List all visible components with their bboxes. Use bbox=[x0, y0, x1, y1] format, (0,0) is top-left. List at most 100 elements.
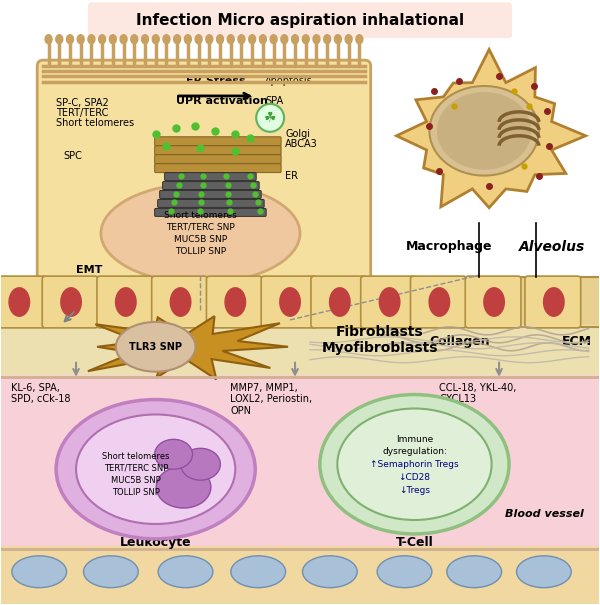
Text: Leukocyte: Leukocyte bbox=[120, 536, 191, 549]
Text: ER: ER bbox=[285, 171, 298, 180]
Text: Fibroblasts
Myofibroblasts: Fibroblasts Myofibroblasts bbox=[322, 325, 438, 355]
Ellipse shape bbox=[259, 34, 266, 44]
Ellipse shape bbox=[270, 34, 277, 44]
Text: TOLLIP SNP: TOLLIP SNP bbox=[112, 488, 160, 497]
Ellipse shape bbox=[173, 34, 181, 44]
Ellipse shape bbox=[302, 34, 309, 44]
FancyBboxPatch shape bbox=[37, 60, 371, 316]
Ellipse shape bbox=[56, 399, 255, 539]
FancyBboxPatch shape bbox=[97, 276, 152, 328]
Ellipse shape bbox=[313, 34, 320, 44]
Text: SPC: SPC bbox=[63, 151, 82, 161]
FancyBboxPatch shape bbox=[155, 163, 281, 172]
Ellipse shape bbox=[45, 34, 52, 44]
Ellipse shape bbox=[256, 104, 284, 132]
Ellipse shape bbox=[543, 287, 565, 317]
Text: MUC5B SNP: MUC5B SNP bbox=[174, 235, 227, 244]
Ellipse shape bbox=[320, 394, 509, 534]
Text: UPR activation: UPR activation bbox=[176, 96, 268, 106]
Text: ↓Tregs: ↓Tregs bbox=[399, 486, 430, 495]
Ellipse shape bbox=[329, 287, 351, 317]
Text: TOLLIP SNP: TOLLIP SNP bbox=[175, 247, 226, 256]
Ellipse shape bbox=[279, 287, 301, 317]
Ellipse shape bbox=[356, 34, 363, 44]
Ellipse shape bbox=[227, 34, 234, 44]
FancyBboxPatch shape bbox=[155, 137, 281, 146]
Ellipse shape bbox=[116, 322, 196, 371]
Text: dysregulation:: dysregulation: bbox=[382, 447, 447, 456]
Ellipse shape bbox=[142, 34, 148, 44]
Text: Blood vessel: Blood vessel bbox=[505, 509, 584, 519]
Ellipse shape bbox=[158, 556, 213, 587]
FancyBboxPatch shape bbox=[163, 182, 259, 189]
Ellipse shape bbox=[377, 556, 432, 587]
Text: CCL-18, YKL-40,
CXCL13: CCL-18, YKL-40, CXCL13 bbox=[439, 382, 517, 404]
Ellipse shape bbox=[302, 556, 357, 587]
Ellipse shape bbox=[131, 34, 138, 44]
Ellipse shape bbox=[83, 556, 138, 587]
Text: SP-C, SPA2: SP-C, SPA2 bbox=[56, 98, 109, 108]
Ellipse shape bbox=[379, 287, 401, 317]
Ellipse shape bbox=[337, 408, 491, 520]
Ellipse shape bbox=[345, 34, 352, 44]
FancyBboxPatch shape bbox=[525, 276, 581, 328]
Ellipse shape bbox=[101, 183, 300, 283]
Ellipse shape bbox=[428, 287, 451, 317]
Text: TERT/TERC SNP: TERT/TERC SNP bbox=[104, 463, 168, 473]
Ellipse shape bbox=[324, 34, 331, 44]
FancyBboxPatch shape bbox=[1, 546, 599, 604]
FancyBboxPatch shape bbox=[155, 209, 266, 217]
FancyBboxPatch shape bbox=[1, 325, 599, 377]
Text: SPA: SPA bbox=[265, 96, 283, 106]
Ellipse shape bbox=[88, 34, 95, 44]
FancyBboxPatch shape bbox=[1, 277, 599, 327]
Ellipse shape bbox=[120, 34, 127, 44]
Ellipse shape bbox=[517, 556, 571, 587]
FancyBboxPatch shape bbox=[155, 155, 281, 163]
FancyBboxPatch shape bbox=[42, 276, 98, 328]
Text: TLR3 SNP: TLR3 SNP bbox=[129, 342, 182, 352]
Text: MUC5B SNP: MUC5B SNP bbox=[111, 476, 161, 485]
Text: Infection Micro aspiration inhalational: Infection Micro aspiration inhalational bbox=[136, 13, 464, 28]
FancyBboxPatch shape bbox=[465, 276, 521, 328]
Ellipse shape bbox=[109, 34, 116, 44]
Ellipse shape bbox=[292, 34, 299, 44]
Text: ↓CD28: ↓CD28 bbox=[398, 473, 430, 482]
Ellipse shape bbox=[76, 414, 235, 524]
FancyBboxPatch shape bbox=[206, 276, 262, 328]
Text: Alveolus: Alveolus bbox=[519, 240, 585, 254]
Ellipse shape bbox=[334, 34, 341, 44]
Text: T-Cell: T-Cell bbox=[395, 536, 433, 549]
FancyBboxPatch shape bbox=[361, 276, 416, 328]
Ellipse shape bbox=[60, 287, 82, 317]
Ellipse shape bbox=[430, 86, 539, 175]
Text: Collagen: Collagen bbox=[429, 335, 490, 348]
Text: KL-6, SPA,
SPD, cCk-18: KL-6, SPA, SPD, cCk-18 bbox=[11, 382, 71, 404]
Ellipse shape bbox=[184, 34, 191, 44]
Text: Short telomeres: Short telomeres bbox=[56, 118, 134, 128]
Ellipse shape bbox=[152, 34, 159, 44]
Text: Apoptosis: Apoptosis bbox=[265, 76, 313, 86]
Text: ↑Semaphorin Tregs: ↑Semaphorin Tregs bbox=[370, 460, 459, 469]
Text: Short telomeres: Short telomeres bbox=[102, 452, 170, 461]
Ellipse shape bbox=[163, 34, 170, 44]
Ellipse shape bbox=[217, 34, 224, 44]
Text: Golgi: Golgi bbox=[285, 129, 310, 139]
FancyBboxPatch shape bbox=[155, 146, 281, 155]
Ellipse shape bbox=[67, 34, 73, 44]
Ellipse shape bbox=[77, 34, 84, 44]
Polygon shape bbox=[88, 316, 288, 379]
FancyBboxPatch shape bbox=[261, 276, 317, 328]
Ellipse shape bbox=[206, 34, 213, 44]
Text: Immune: Immune bbox=[396, 435, 433, 444]
Text: ☘: ☘ bbox=[264, 111, 277, 125]
FancyBboxPatch shape bbox=[164, 172, 256, 180]
Ellipse shape bbox=[98, 34, 106, 44]
FancyBboxPatch shape bbox=[158, 200, 264, 208]
Text: AEC II dysfunction and apoptosis: AEC II dysfunction and apoptosis bbox=[112, 318, 260, 327]
Ellipse shape bbox=[181, 448, 220, 480]
Ellipse shape bbox=[12, 556, 67, 587]
Ellipse shape bbox=[248, 34, 256, 44]
Text: TERT/TERC SNP: TERT/TERC SNP bbox=[166, 223, 235, 232]
FancyBboxPatch shape bbox=[311, 276, 367, 328]
